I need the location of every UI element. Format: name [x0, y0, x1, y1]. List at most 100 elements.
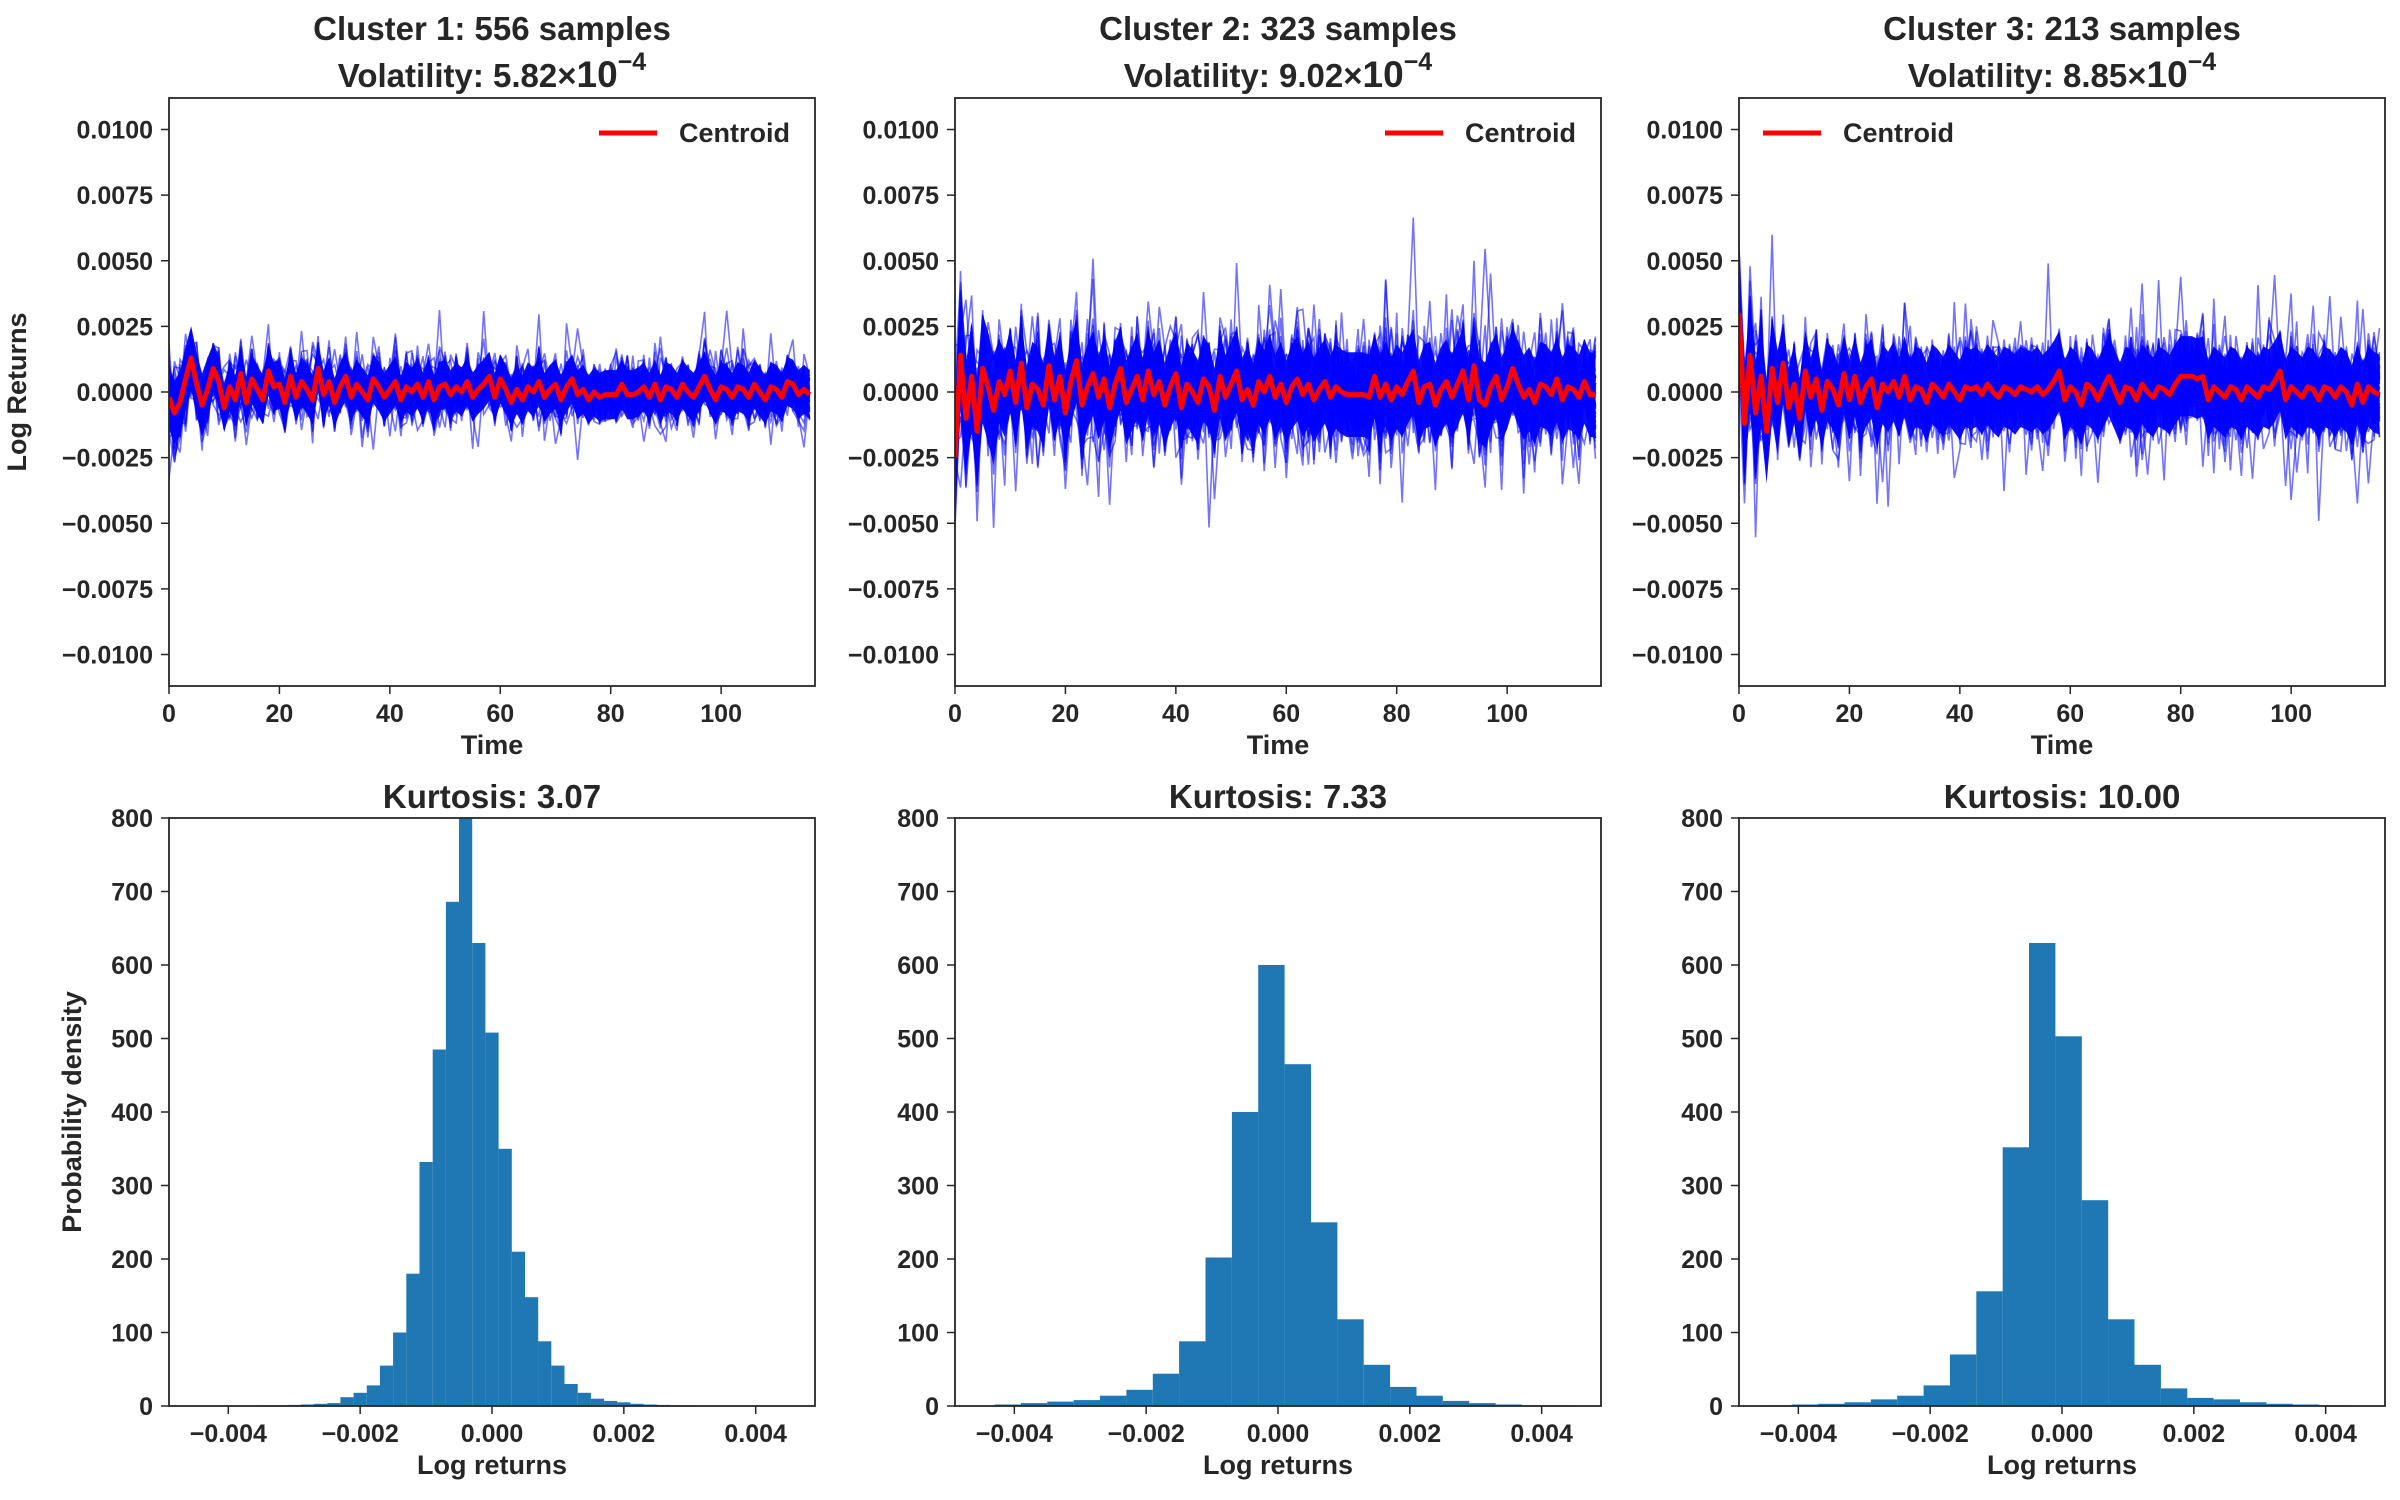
x-tick-label: 0 [162, 700, 176, 728]
histogram-bar [393, 1332, 407, 1406]
histogram-bar [1231, 1112, 1259, 1406]
x-tick-label: 80 [1383, 700, 1411, 728]
x-axis-label: Log returns [1987, 1450, 2137, 1480]
centroid-line [1739, 313, 2381, 434]
histogram-bar [2240, 1402, 2267, 1406]
plot-area [195, 818, 789, 1406]
histogram-bar [1258, 965, 1285, 1406]
x-tick-label: 0.004 [2294, 1420, 2357, 1448]
volatility-prefix: Volatility: 9.02× [1124, 57, 1363, 94]
histogram-bar [1442, 1400, 1470, 1406]
y-tick-label: 0.0075 [77, 182, 154, 210]
histogram-bar [1923, 1385, 1950, 1406]
y-tick-label: 0.0050 [1647, 248, 1723, 276]
y-tick-label: 0.0050 [863, 248, 939, 276]
panel-top-right: Centroid 0.0100 0.0075 0.0050 0.0025 0.0000 −0… [1632, 10, 2386, 760]
histogram-bar [1897, 1395, 1924, 1406]
panel-subtitle: Volatility: 5.82×10−4 [338, 48, 646, 95]
y-tick-label: −0.0050 [848, 510, 939, 538]
x-tick-label: 0.004 [724, 1420, 787, 1448]
y-tick-label: 700 [111, 879, 153, 907]
x-tick-label: 100 [700, 700, 742, 728]
y-tick-label: −0.0100 [1632, 642, 1723, 670]
y-tick-label: 700 [897, 879, 939, 907]
centroid-line [955, 352, 1596, 458]
y-axis-label: Probability density [57, 991, 87, 1233]
x-tick-label: 0.000 [461, 1420, 524, 1448]
x-tick-label: −0.004 [976, 1420, 1053, 1448]
histogram-bar [340, 1397, 354, 1406]
panel-top-left: Centroid 0.0100 0.0075 0.0050 0.0025 0.0000 −0… [2, 10, 816, 760]
y-tick-label: −0.0050 [62, 510, 153, 538]
histogram-bar [1179, 1341, 1206, 1406]
x-tick-label: −0.002 [1108, 1420, 1185, 1448]
y-tick-label: 300 [1681, 1173, 1723, 1201]
histogram-bar [1844, 1402, 1871, 1406]
x-tick-label: 20 [1052, 700, 1080, 728]
x-tick-label: 0.000 [1247, 1420, 1310, 1448]
y-tick-label: 0.0075 [1647, 182, 1724, 210]
legend: Centroid [1763, 118, 1954, 148]
sample-density-band [955, 300, 1596, 513]
y-tick-label: 0 [139, 1393, 153, 1421]
y-axis-label: Log Returns [2, 313, 32, 472]
histogram-bar [1363, 1364, 1391, 1406]
plot-area [994, 965, 1575, 1406]
y-tick-label: 0 [1709, 1393, 1723, 1421]
x-axis-label: Time [2031, 730, 2094, 760]
y-tick-label: 200 [897, 1246, 939, 1274]
y-tick-label: −0.0025 [62, 445, 153, 473]
y-tick-label: 200 [1681, 1246, 1723, 1274]
y-tick-label: 0.0000 [1647, 379, 1723, 407]
x-tick-label: 0.002 [593, 1420, 656, 1448]
volatility-prefix: Volatility: 5.82× [338, 57, 577, 94]
x-tick-label: −0.004 [1760, 1420, 1837, 1448]
volatility-exponent: −4 [1404, 48, 1433, 76]
x-tick-label: 80 [2167, 700, 2195, 728]
histogram-bar [1469, 1403, 1496, 1406]
panel-title: Kurtosis: 7.33 [1169, 778, 1387, 815]
y-tick-label: 0.0000 [863, 379, 939, 407]
panel-bottom-left: 0 100 200 300 400 500 600 700 800 −0.004 −0.002 0.0… [57, 778, 816, 1480]
y-tick-label: 100 [111, 1320, 153, 1348]
y-tick-label: 800 [1681, 805, 1723, 833]
panel-title: Kurtosis: 10.00 [1944, 778, 2181, 815]
histogram-bar [538, 1341, 552, 1406]
y-tick-label: 0.0100 [863, 117, 939, 145]
x-tick-label: −0.002 [1892, 1420, 1969, 1448]
histogram-bar [1152, 1373, 1180, 1406]
y-tick-label: 0.0050 [77, 248, 153, 276]
histogram-bar [1020, 1403, 1048, 1406]
x-tick-label: 0.002 [2163, 1420, 2226, 1448]
y-tick-label: −0.0075 [1632, 576, 1723, 604]
histogram-bar [1870, 1399, 1898, 1406]
x-tick-label: −0.004 [190, 1420, 267, 1448]
y-tick-label: 400 [897, 1099, 939, 1127]
volatility-base: 10 [577, 54, 618, 95]
x-tick-label: 100 [2270, 700, 2312, 728]
x-tick-label: 60 [486, 700, 514, 728]
legend: Centroid [599, 118, 790, 148]
plot-area [1739, 234, 2381, 538]
histogram-bar [1205, 1257, 1232, 1406]
histogram-bar [1337, 1319, 1364, 1406]
x-axis-label: Time [1247, 730, 1310, 760]
plot-area [169, 310, 812, 479]
x-axis-label: Log returns [417, 1450, 567, 1480]
histogram-bar [419, 1162, 433, 1406]
panel-subtitle: Volatility: 8.85×10−4 [1908, 48, 2216, 95]
histogram-bar [327, 1403, 341, 1406]
x-tick-label: −0.002 [322, 1420, 399, 1448]
y-tick-label: 800 [111, 805, 153, 833]
histogram-bar [2029, 943, 2056, 1406]
histogram-bar [511, 1251, 525, 1406]
x-tick-label: 20 [1836, 700, 1864, 728]
panel-top-middle: Centroid 0.0100 0.0075 0.0050 0.0025 0.0000 −0… [848, 10, 1602, 760]
histogram-bar [1818, 1403, 1845, 1406]
histogram-bar [1949, 1354, 1977, 1406]
y-tick-label: 600 [1681, 952, 1723, 980]
histogram-bar [590, 1398, 605, 1406]
histogram-bar [459, 818, 473, 1406]
panel-title: Cluster 3: 213 samples [1883, 10, 2241, 47]
